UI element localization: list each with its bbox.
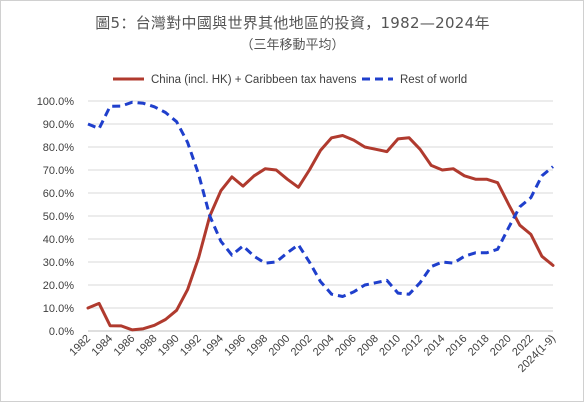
x-tick-label: 1990 bbox=[156, 333, 182, 359]
x-tick-label: 2006 bbox=[333, 333, 359, 359]
y-tick-label: 80.0% bbox=[43, 142, 74, 154]
x-tick-label: 2002 bbox=[289, 333, 315, 359]
x-tick-label: 2020 bbox=[488, 333, 514, 359]
chart-title: 圖5：台灣對中國與世界其他地區的投資，1982—2024年 bbox=[95, 14, 490, 32]
chart-subtitle: （三年移動平均） bbox=[240, 38, 345, 53]
x-tick-label: 2008 bbox=[355, 333, 381, 359]
x-tick-label: 2004 bbox=[311, 333, 337, 359]
x-tick-label: 1998 bbox=[244, 333, 270, 359]
y-tick-label: 20.0% bbox=[43, 280, 74, 292]
y-tick-label: 60.0% bbox=[43, 188, 74, 200]
legend-label: Rest of world bbox=[400, 74, 467, 86]
y-tick-label: 10.0% bbox=[43, 303, 74, 315]
y-tick-label: 0.0% bbox=[49, 326, 74, 338]
y-tick-label: 100.0% bbox=[37, 96, 75, 108]
y-tick-label: 70.0% bbox=[43, 165, 74, 177]
x-tick-label: 2018 bbox=[466, 333, 492, 359]
x-tick-label: 2000 bbox=[267, 333, 293, 359]
y-tick-label: 40.0% bbox=[43, 234, 74, 246]
axes: 0.0% 10.0% 20.0% 30.0% 40.0% 50.0% 60.0% 70.0% 8… bbox=[37, 96, 558, 375]
x-tick-label: 1996 bbox=[222, 333, 248, 359]
x-tick-label: 1988 bbox=[134, 333, 160, 359]
x-tick-label: 2014 bbox=[422, 333, 448, 359]
x-tick-label: 1994 bbox=[200, 333, 226, 359]
legend: China (incl. HK) + Caribbeen tax havens R… bbox=[113, 74, 467, 86]
gridlines bbox=[88, 100, 553, 309]
x-tick-label: 1986 bbox=[112, 333, 138, 359]
y-tick-label: 50.0% bbox=[43, 211, 74, 223]
series-lines bbox=[86, 100, 555, 332]
legend-label: China (incl. HK) + Caribbeen tax havens bbox=[151, 74, 357, 86]
y-tick-label: 90.0% bbox=[43, 119, 74, 131]
series-line-rest-of-world bbox=[87, 100, 554, 298]
x-tick-label: 1992 bbox=[178, 333, 204, 359]
x-tick-label: 2010 bbox=[377, 333, 403, 359]
x-tick-label: 1984 bbox=[89, 333, 115, 359]
series-line-china bbox=[86, 134, 555, 332]
x-tick-label: 2012 bbox=[399, 333, 425, 359]
x-tick-label: 2016 bbox=[444, 333, 470, 359]
y-tick-label: 30.0% bbox=[43, 257, 74, 269]
